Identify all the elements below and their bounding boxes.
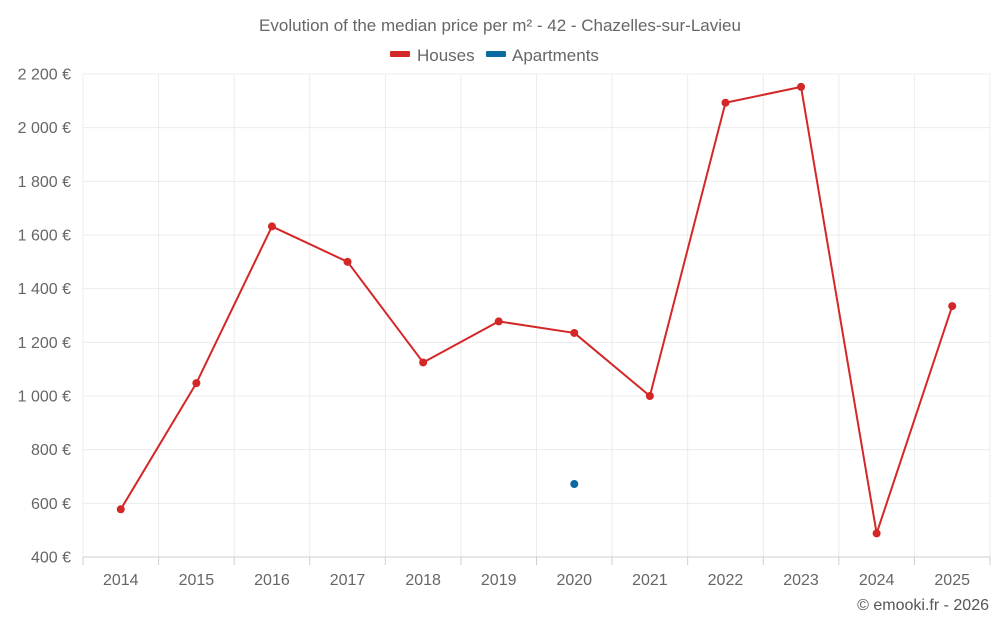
data-point-houses[interactable] — [267, 222, 276, 231]
data-point-houses[interactable] — [192, 379, 201, 388]
y-tick-label: 2 000 € — [18, 120, 71, 137]
data-point-houses[interactable] — [343, 257, 352, 266]
x-axis-ticks: 2014 2015 2016 2017 2018 2019 2020 2021 2022 2023… — [103, 572, 970, 589]
x-tick-label: 2021 — [632, 572, 668, 589]
series-apartments — [570, 480, 579, 489]
y-tick-label: 800 € — [31, 442, 71, 459]
data-point-houses[interactable] — [494, 317, 503, 326]
y-tick-label: 2 200 € — [18, 67, 71, 84]
data-point-houses[interactable] — [948, 302, 957, 311]
x-tick-label: 2020 — [556, 572, 592, 589]
x-tick-label: 2023 — [783, 572, 819, 589]
series — [116, 82, 957, 538]
y-tick-label: 1 000 € — [18, 389, 71, 406]
chart-title: Evolution of the median price per m² - 4… — [259, 16, 741, 35]
data-point-apartments[interactable] — [570, 480, 579, 489]
legend-item-apartments[interactable]: Apartments — [486, 46, 599, 65]
x-tick-label: 2015 — [179, 572, 215, 589]
y-tick-label: 400 € — [31, 550, 71, 567]
data-point-houses[interactable] — [570, 328, 579, 337]
x-tick-label: 2025 — [934, 572, 970, 589]
y-tick-label: 1 600 € — [18, 228, 71, 245]
data-point-houses[interactable] — [797, 82, 806, 91]
x-tick-label: 2019 — [481, 572, 517, 589]
y-tick-label: 1 400 € — [18, 281, 71, 298]
legend-item-houses[interactable]: Houses — [390, 46, 475, 65]
y-tick-label: 1 800 € — [18, 174, 71, 191]
series-houses — [116, 82, 957, 538]
y-tick-label: 1 200 € — [18, 335, 71, 352]
data-point-houses[interactable] — [116, 505, 125, 514]
legend-swatch-apartments — [486, 51, 506, 57]
axes — [82, 556, 991, 565]
x-tick-label: 2016 — [254, 572, 290, 589]
data-point-houses[interactable] — [645, 392, 654, 400]
y-axis-ticks: 400 € 600 € 800 € 1 000 € 1 200 € 1 400 € 1 60… — [18, 67, 71, 567]
legend-label-apartments: Apartments — [512, 46, 599, 65]
data-point-houses[interactable] — [721, 98, 730, 107]
chart-legend: Houses Apartments — [390, 46, 599, 65]
legend-swatch-houses — [390, 51, 410, 57]
credit-text: © emooki.fr - 2026 — [857, 597, 989, 614]
y-tick-label: 600 € — [31, 496, 71, 513]
legend-label-houses: Houses — [417, 46, 475, 65]
data-point-houses[interactable] — [419, 358, 428, 367]
x-tick-label: 2018 — [405, 572, 441, 589]
series-line-houses — [119, 85, 954, 535]
data-point-houses[interactable] — [872, 529, 881, 538]
x-tick-label: 2024 — [859, 572, 895, 589]
grid — [82, 73, 991, 557]
x-tick-label: 2014 — [103, 572, 139, 589]
x-tick-label: 2022 — [708, 572, 744, 589]
x-tick-label: 2017 — [330, 572, 366, 589]
